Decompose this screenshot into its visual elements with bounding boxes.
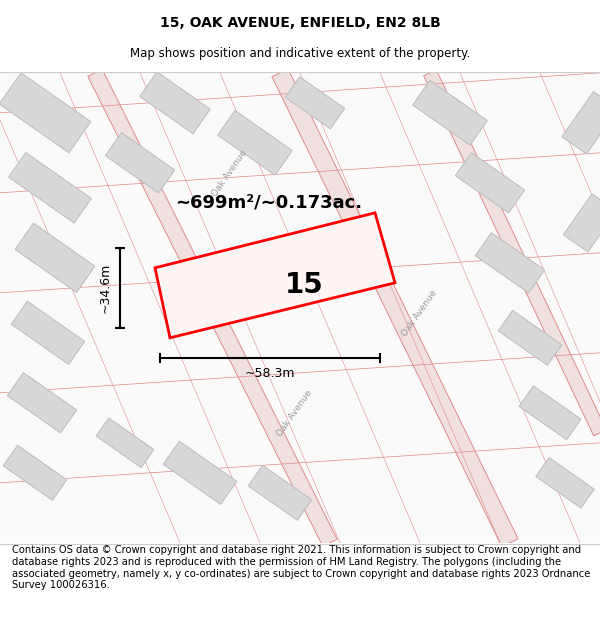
Text: Oak Avenue: Oak Avenue xyxy=(211,148,249,198)
Polygon shape xyxy=(88,69,337,546)
Text: Map shows position and indicative extent of the property.: Map shows position and indicative extent… xyxy=(130,48,470,61)
Polygon shape xyxy=(562,92,600,154)
Polygon shape xyxy=(424,70,600,436)
Polygon shape xyxy=(563,194,600,252)
Text: 15: 15 xyxy=(284,271,323,299)
Polygon shape xyxy=(498,311,562,365)
Polygon shape xyxy=(15,223,95,292)
Polygon shape xyxy=(155,213,395,338)
Polygon shape xyxy=(218,111,292,175)
Polygon shape xyxy=(475,232,545,293)
Text: Contains OS data © Crown copyright and database right 2021. This information is : Contains OS data © Crown copyright and d… xyxy=(12,545,590,590)
Text: Oak Avenue: Oak Avenue xyxy=(401,288,439,338)
Text: 15, OAK AVENUE, ENFIELD, EN2 8LB: 15, OAK AVENUE, ENFIELD, EN2 8LB xyxy=(160,16,440,30)
Polygon shape xyxy=(11,301,85,364)
Polygon shape xyxy=(106,132,175,193)
Text: ~58.3m: ~58.3m xyxy=(245,368,295,380)
Polygon shape xyxy=(163,441,237,504)
Polygon shape xyxy=(519,386,581,439)
Polygon shape xyxy=(286,77,344,129)
Text: ~34.6m: ~34.6m xyxy=(99,262,112,313)
Polygon shape xyxy=(413,81,487,145)
Polygon shape xyxy=(0,73,91,152)
Polygon shape xyxy=(455,152,524,213)
Polygon shape xyxy=(272,69,518,547)
Polygon shape xyxy=(248,466,312,520)
Polygon shape xyxy=(8,152,91,223)
Text: ~699m²/~0.173ac.: ~699m²/~0.173ac. xyxy=(175,194,362,212)
Polygon shape xyxy=(140,72,210,134)
Polygon shape xyxy=(7,372,77,433)
Polygon shape xyxy=(536,458,594,508)
Text: Oak Avenue: Oak Avenue xyxy=(276,388,314,438)
Polygon shape xyxy=(3,446,67,500)
Polygon shape xyxy=(96,418,154,468)
